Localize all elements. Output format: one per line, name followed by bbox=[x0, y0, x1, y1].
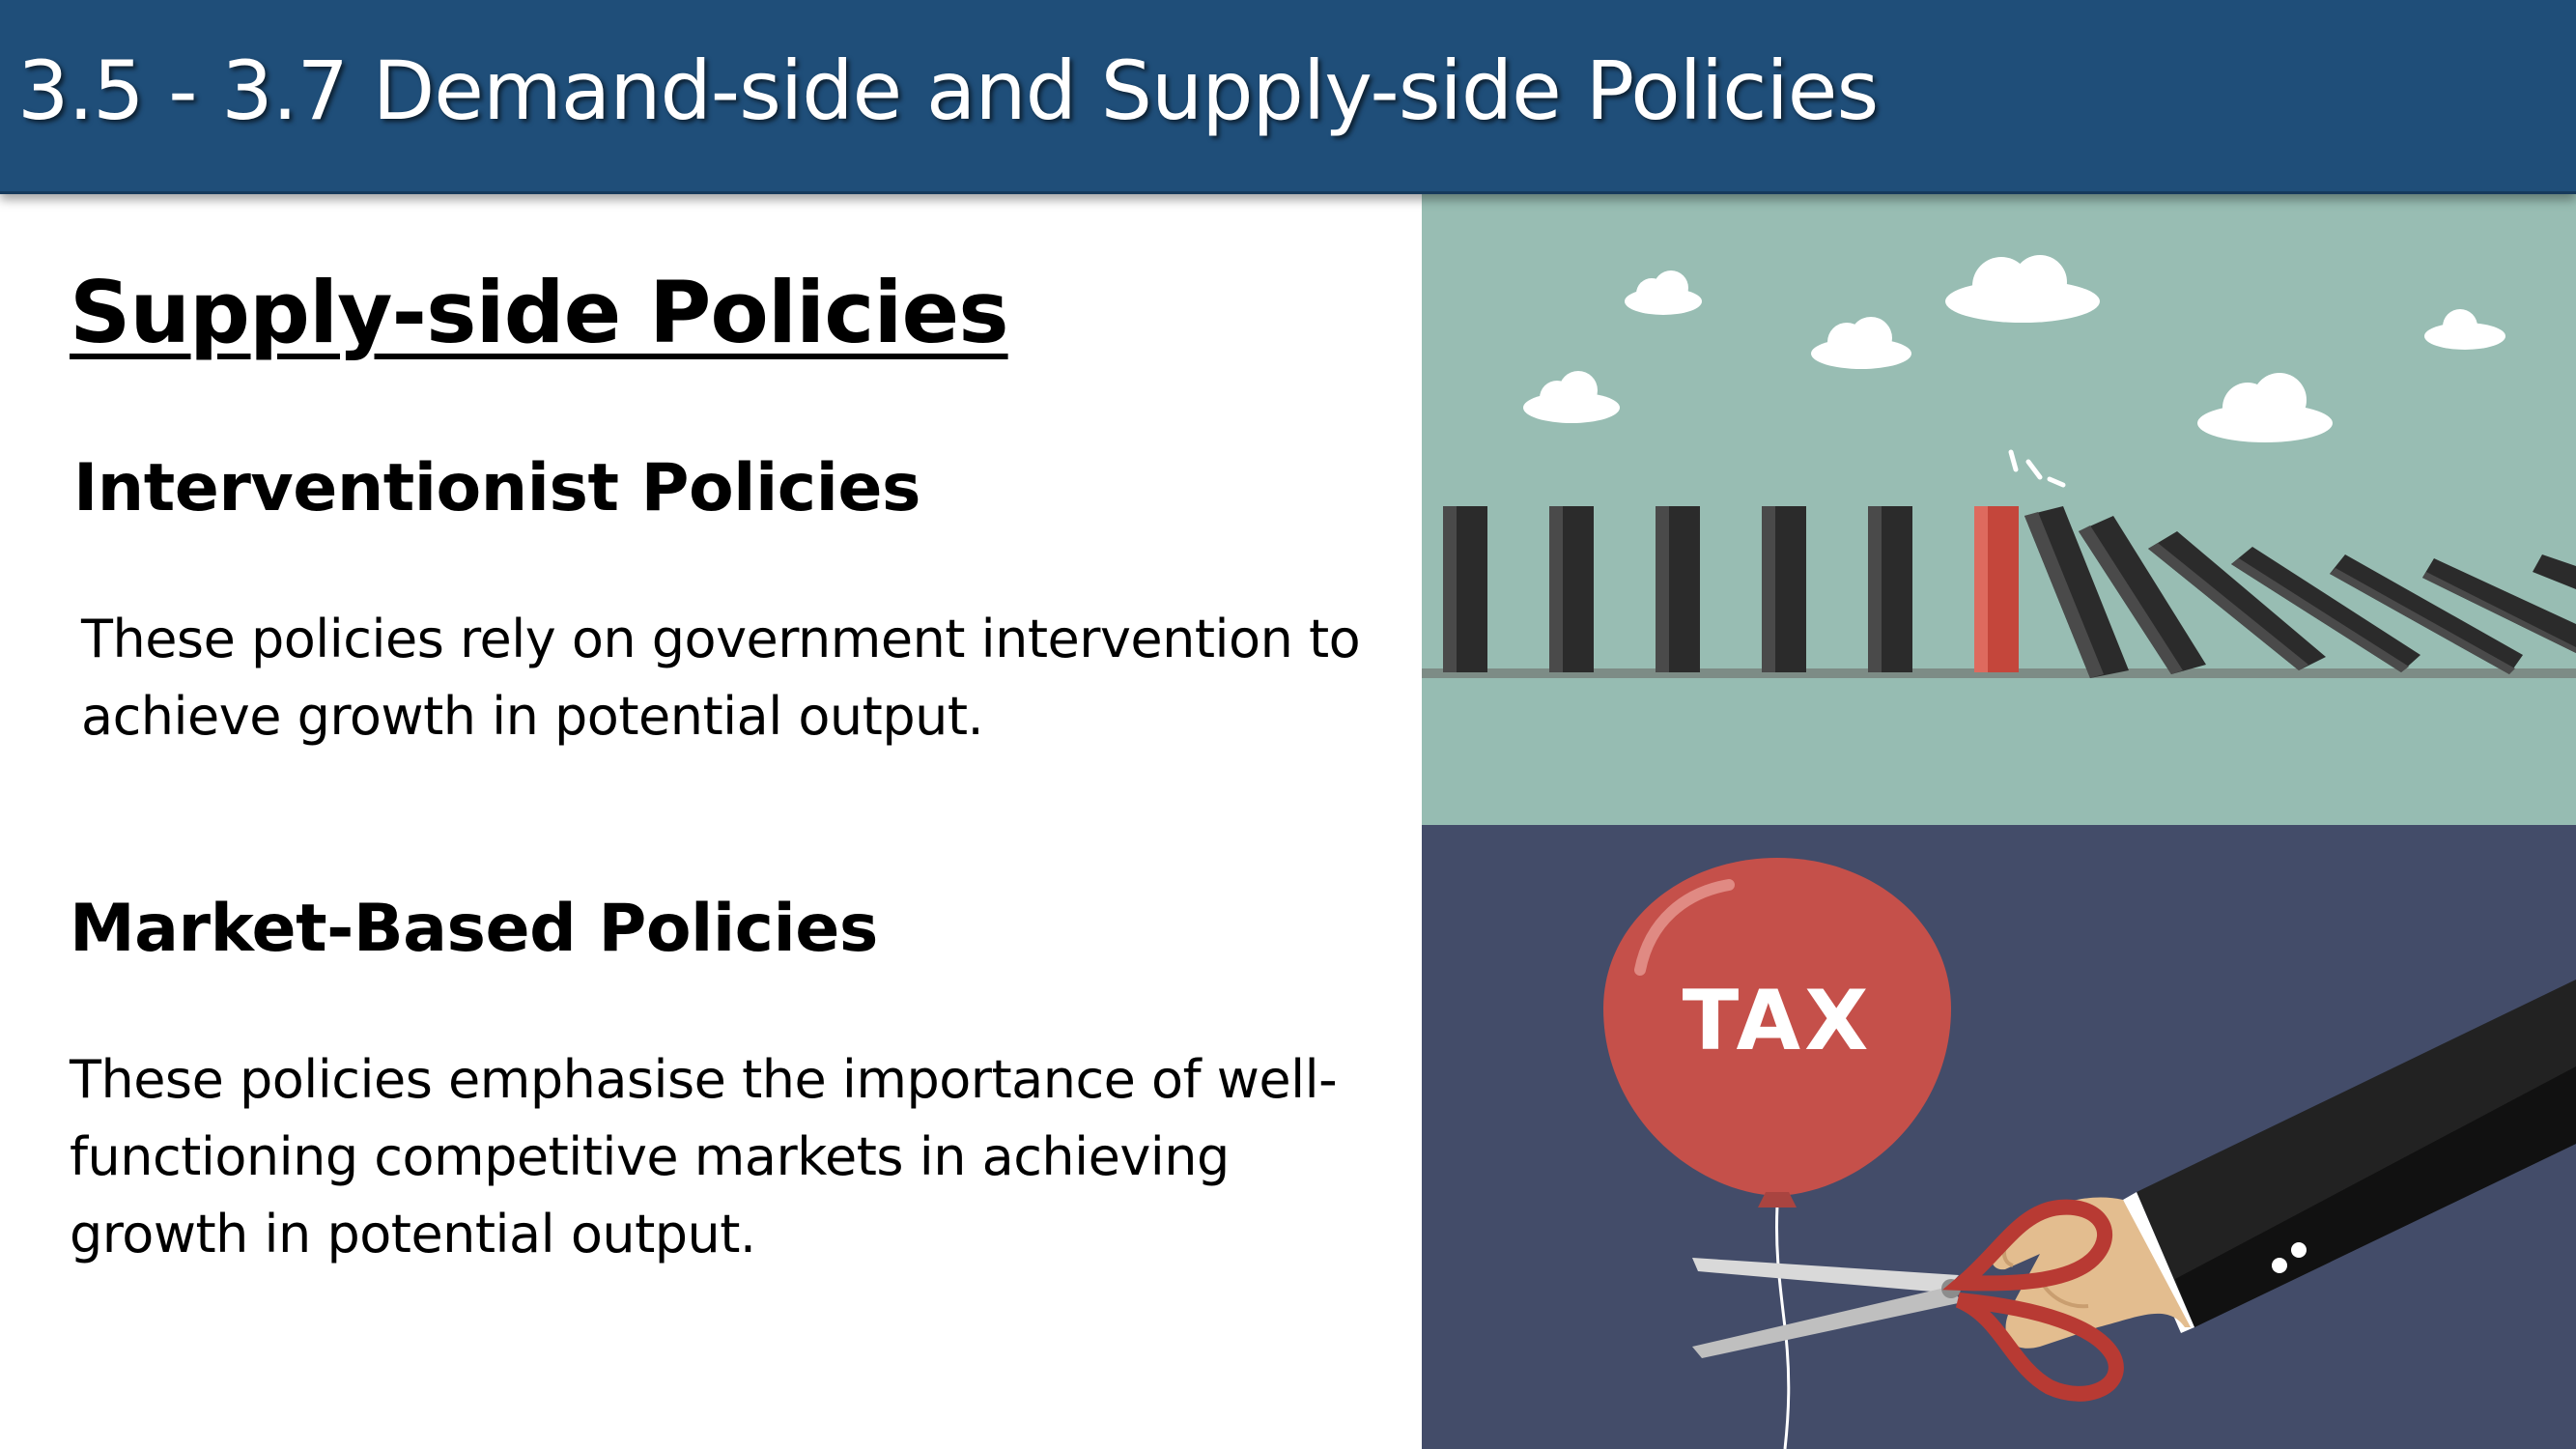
domino-icon bbox=[2024, 506, 2129, 678]
market-based-description: These policies emphasise the importance … bbox=[70, 1049, 1338, 1264]
domino-icon bbox=[2148, 531, 2326, 670]
scissors-icon bbox=[1692, 1199, 2124, 1402]
cloud-icon bbox=[2197, 373, 2333, 442]
cloud-icon bbox=[1811, 317, 1911, 369]
slide-header: 3.5 - 3.7 Demand-side and Supply-side Po… bbox=[0, 0, 2576, 194]
interventionist-heading: Interventionist Policies bbox=[73, 450, 921, 526]
cloud-icon bbox=[2424, 309, 2505, 350]
domino-icon bbox=[2231, 547, 2420, 672]
slide-title: 3.5 - 3.7 Demand-side and Supply-side Po… bbox=[17, 43, 1879, 138]
market-based-heading: Market-Based Policies bbox=[70, 891, 878, 967]
domino-icon bbox=[2422, 558, 2576, 653]
section-title: Supply-side Policies bbox=[70, 263, 1009, 362]
domino-icon bbox=[1443, 506, 1487, 672]
domino-icon bbox=[2079, 516, 2206, 674]
domino-icon bbox=[2330, 554, 2523, 674]
domino-icon bbox=[1656, 506, 1700, 672]
cloud-icon bbox=[1945, 255, 2100, 323]
domino-icon bbox=[1549, 506, 1594, 672]
red-domino-icon bbox=[1974, 506, 2019, 672]
domino-icon bbox=[1868, 506, 1912, 672]
balloon-label: TAX bbox=[1683, 973, 1873, 1069]
suit-sleeve-icon bbox=[2123, 980, 2576, 1333]
tax-balloon-illustration: TAX bbox=[1422, 825, 2576, 1449]
cloud-icon bbox=[1625, 270, 1702, 315]
domino-icon bbox=[1762, 506, 1806, 672]
balloon-icon bbox=[1603, 858, 1951, 1208]
domino-icon bbox=[2533, 554, 2576, 589]
impact-marks bbox=[2008, 449, 2066, 488]
dominoes-illustration bbox=[1422, 193, 2576, 825]
interventionist-description: These policies rely on government interv… bbox=[81, 609, 1361, 747]
cloud-icon bbox=[1523, 371, 1620, 423]
